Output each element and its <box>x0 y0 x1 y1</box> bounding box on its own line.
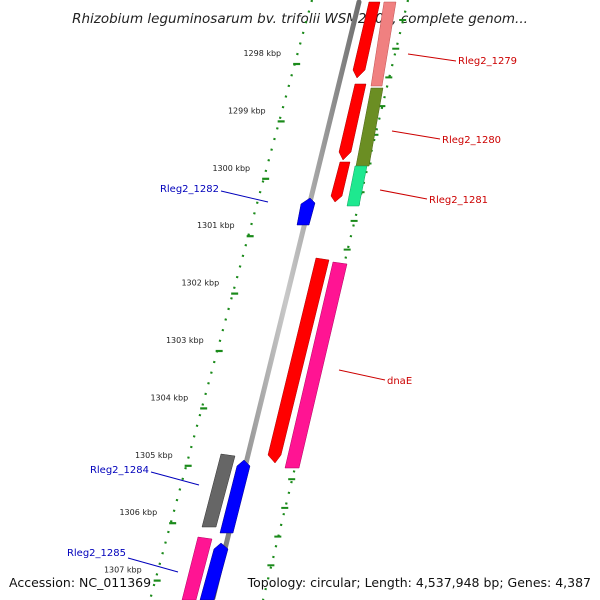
gene-labels: Rleg2_1279 Rleg2_1280 Rleg2_1281 Rleg2_1… <box>67 53 517 573</box>
accession-text: Accession: NC_011369 <box>9 575 151 590</box>
ruler-tick-label: 1304 kbp <box>150 393 188 402</box>
ruler-tick-label: 1298 kbp <box>243 49 281 58</box>
leader-rleg2-1280 <box>391 130 441 140</box>
ruler-tick-label: 1306 kbp <box>119 508 157 517</box>
label-rleg2-1281[interactable]: Rleg2_1281 <box>429 195 488 206</box>
topology-summary: Topology: circular; Length: 4,537,948 bp… <box>247 575 591 590</box>
cds-rleg2-1281-a[interactable] <box>330 161 351 203</box>
ruler-tick-label: 1307 kbp <box>104 566 142 575</box>
ruler-tick-label: 1303 kbp <box>166 336 204 345</box>
ruler-tick-label: 1300 kbp <box>212 164 250 173</box>
kbp-ruler: 1298 kbp 1299 kbp 1300 kbp 1301 kbp 1302 kbp… <box>104 19 407 582</box>
cds-rleg2-1284-a[interactable] <box>201 453 236 528</box>
label-dnae[interactable]: dnaE <box>387 376 412 387</box>
cds-rleg2-1284-b[interactable] <box>219 459 251 534</box>
cds-rleg2-1279-b[interactable] <box>370 1 397 87</box>
cds-rleg2-1279-a[interactable] <box>352 1 381 79</box>
guide-lines <box>148 0 410 600</box>
label-rleg2-1284[interactable]: Rleg2_1284 <box>90 465 149 476</box>
label-rleg2-1279[interactable]: Rleg2_1279 <box>458 56 517 67</box>
guide-line-1 <box>148 0 314 600</box>
ruler-tick-label: 1299 kbp <box>228 106 266 115</box>
leader-rleg2-1284 <box>150 471 200 486</box>
label-rleg2-1280[interactable]: Rleg2_1280 <box>442 135 501 146</box>
label-rleg2-1285[interactable]: Rleg2_1285 <box>67 548 126 559</box>
leader-rleg2-1281 <box>379 189 428 200</box>
map-title: Rhizobium leguminosarum bv. trifolii WSM… <box>72 11 528 27</box>
ruler-tick-label: 1301 kbp <box>197 221 235 230</box>
cds-rleg2-1282[interactable] <box>296 197 316 226</box>
label-rleg2-1282[interactable]: Rleg2_1282 <box>160 184 219 195</box>
cds-rleg2-1285-b[interactable] <box>199 542 229 600</box>
leader-dnae <box>338 369 386 381</box>
leader-rleg2-1282 <box>220 190 269 203</box>
ruler-tick-label: 1305 kbp <box>135 451 173 460</box>
ruler-tick-label: 1302 kbp <box>181 279 219 288</box>
cds-rleg2-1280-b[interactable] <box>355 87 384 167</box>
leader-rleg2-1279 <box>407 53 457 62</box>
cds-rleg2-1281-b[interactable] <box>346 165 368 207</box>
cds-features <box>181 1 397 600</box>
cds-dnae-b[interactable] <box>284 261 348 469</box>
leader-rleg2-1285 <box>127 557 179 573</box>
cds-rleg2-1280-a[interactable] <box>338 83 367 161</box>
cds-dnae-a[interactable] <box>267 257 330 464</box>
cds-rleg2-1285-a[interactable] <box>181 536 213 600</box>
